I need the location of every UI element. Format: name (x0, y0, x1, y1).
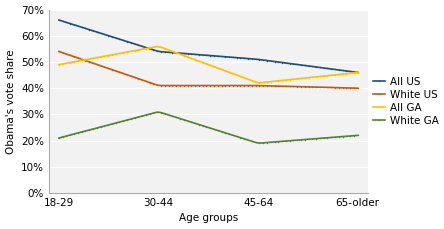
Line: White GA: White GA (58, 111, 359, 144)
White US (234, 84, 239, 87)
White GA (257, 142, 262, 144)
Y-axis label: Obama's vote share: Obama's vote share (6, 49, 16, 154)
White GA (355, 134, 361, 137)
All US (189, 53, 194, 55)
White GA (268, 141, 274, 144)
White GA (242, 137, 247, 140)
Line: White US: White US (58, 50, 359, 90)
All GA (56, 63, 62, 66)
All GA (257, 82, 262, 84)
All US (234, 56, 239, 59)
X-axis label: Age groups: Age groups (178, 213, 238, 224)
White GA (192, 122, 198, 125)
All GA (192, 58, 198, 61)
All GA (268, 80, 274, 83)
White US (249, 84, 254, 87)
White GA (253, 141, 258, 144)
All GA (253, 81, 258, 83)
All US (238, 57, 243, 59)
White GA (155, 111, 160, 114)
All GA (329, 74, 334, 77)
White GA (56, 137, 62, 139)
All GA (238, 75, 243, 78)
All US (56, 19, 62, 22)
All GA (155, 45, 160, 48)
All GA (242, 76, 247, 79)
White GA (329, 136, 334, 139)
All US (321, 67, 326, 69)
All US (355, 71, 361, 74)
Line: All GA: All GA (58, 45, 359, 84)
White US (321, 86, 326, 89)
All US (249, 57, 254, 60)
Line: All US: All US (58, 19, 359, 74)
All GA (355, 71, 361, 74)
White US (238, 84, 243, 87)
White US (261, 84, 266, 87)
All US (261, 59, 266, 61)
White US (355, 87, 361, 90)
White GA (238, 136, 243, 139)
White US (56, 50, 62, 53)
White US (189, 84, 194, 87)
Legend: All US, White US, All GA, White GA: All US, White US, All GA, White GA (373, 77, 438, 126)
